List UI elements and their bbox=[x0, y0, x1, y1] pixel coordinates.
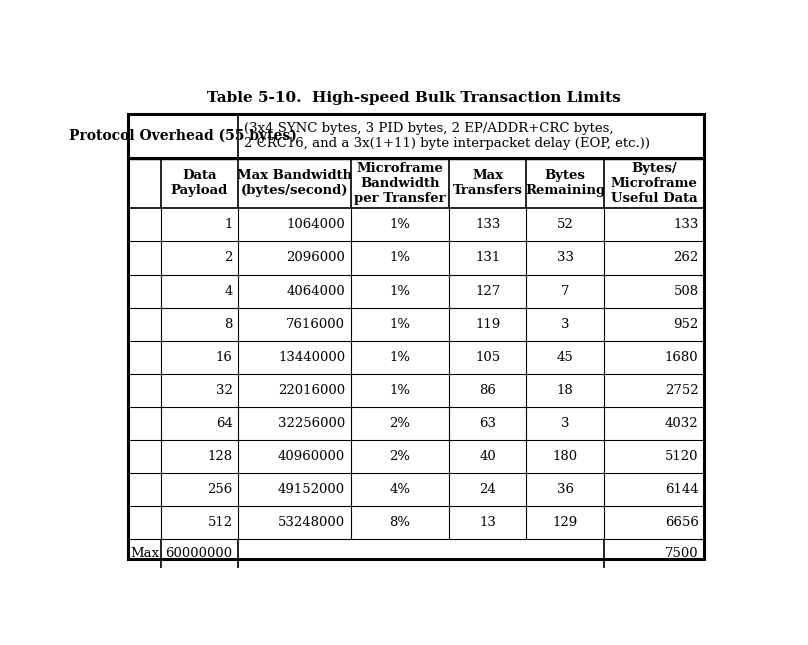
Text: Bytes/
Microframe
Useful Data: Bytes/ Microframe Useful Data bbox=[610, 162, 697, 204]
Text: 18: 18 bbox=[557, 384, 574, 397]
Text: 40960000: 40960000 bbox=[278, 450, 345, 463]
Text: Max
Transfers: Max Transfers bbox=[452, 169, 523, 197]
Text: 3: 3 bbox=[561, 318, 570, 331]
Text: 2: 2 bbox=[225, 252, 233, 264]
Text: 256: 256 bbox=[208, 483, 233, 496]
Text: 262: 262 bbox=[673, 252, 699, 264]
Text: 1680: 1680 bbox=[665, 351, 699, 364]
Text: 7500: 7500 bbox=[665, 547, 699, 560]
Text: 60000000: 60000000 bbox=[166, 547, 233, 560]
Text: 33: 33 bbox=[557, 252, 574, 264]
Text: 86: 86 bbox=[479, 384, 496, 397]
Text: 32256000: 32256000 bbox=[278, 417, 345, 430]
Text: 45: 45 bbox=[557, 351, 574, 364]
Text: 952: 952 bbox=[673, 318, 699, 331]
Text: 512: 512 bbox=[208, 517, 233, 530]
Text: 2752: 2752 bbox=[665, 384, 699, 397]
Text: 3: 3 bbox=[561, 417, 570, 430]
Text: 49152000: 49152000 bbox=[278, 483, 345, 496]
Text: (3x4 SYNC bytes, 3 PID bytes, 2 EP/ADDR+CRC bytes,
2 CRC16, and a 3x(1+11) byte : (3x4 SYNC bytes, 3 PID bytes, 2 EP/ADDR+… bbox=[244, 122, 650, 150]
Text: 180: 180 bbox=[553, 450, 578, 463]
Text: 13: 13 bbox=[479, 517, 496, 530]
Text: 133: 133 bbox=[475, 219, 500, 232]
Text: 4032: 4032 bbox=[665, 417, 699, 430]
Text: 5120: 5120 bbox=[665, 450, 699, 463]
Bar bbox=[128, 114, 704, 559]
Text: 13440000: 13440000 bbox=[278, 351, 345, 364]
Text: 105: 105 bbox=[475, 351, 500, 364]
Text: 1%: 1% bbox=[389, 284, 410, 297]
Text: 1%: 1% bbox=[389, 318, 410, 331]
Text: 2%: 2% bbox=[389, 450, 410, 463]
Text: 6656: 6656 bbox=[665, 517, 699, 530]
Text: 2096000: 2096000 bbox=[286, 252, 345, 264]
Text: 40: 40 bbox=[479, 450, 496, 463]
Text: 6144: 6144 bbox=[665, 483, 699, 496]
Text: Bytes
Remaining: Bytes Remaining bbox=[525, 169, 605, 197]
Text: 8%: 8% bbox=[389, 517, 410, 530]
Text: 8: 8 bbox=[225, 318, 233, 331]
Text: 53248000: 53248000 bbox=[278, 517, 345, 530]
Text: 1%: 1% bbox=[389, 219, 410, 232]
Text: Protocol Overhead (55 bytes): Protocol Overhead (55 bytes) bbox=[69, 129, 297, 143]
Text: 128: 128 bbox=[208, 450, 233, 463]
Text: 119: 119 bbox=[475, 318, 500, 331]
Text: 1: 1 bbox=[225, 219, 233, 232]
Text: 4: 4 bbox=[225, 284, 233, 297]
Text: 63: 63 bbox=[479, 417, 496, 430]
Text: 36: 36 bbox=[557, 483, 574, 496]
Text: Data
Payload: Data Payload bbox=[170, 169, 228, 197]
Text: Max: Max bbox=[130, 547, 159, 560]
Text: 2%: 2% bbox=[389, 417, 410, 430]
Text: 32: 32 bbox=[216, 384, 233, 397]
Text: 4%: 4% bbox=[389, 483, 410, 496]
Text: 1064000: 1064000 bbox=[286, 219, 345, 232]
Text: 16: 16 bbox=[216, 351, 233, 364]
Text: Table 5-10.  High-speed Bulk Transaction Limits: Table 5-10. High-speed Bulk Transaction … bbox=[207, 91, 621, 105]
Text: 133: 133 bbox=[673, 219, 699, 232]
Text: 64: 64 bbox=[216, 417, 233, 430]
Text: 131: 131 bbox=[475, 252, 500, 264]
Text: 127: 127 bbox=[475, 284, 500, 297]
Text: Microframe
Bandwidth
per Transfer: Microframe Bandwidth per Transfer bbox=[354, 162, 445, 204]
Text: 1%: 1% bbox=[389, 252, 410, 264]
Text: 1%: 1% bbox=[389, 351, 410, 364]
Text: 129: 129 bbox=[553, 517, 578, 530]
Text: 1%: 1% bbox=[389, 384, 410, 397]
Text: 22016000: 22016000 bbox=[278, 384, 345, 397]
Text: 24: 24 bbox=[479, 483, 496, 496]
Text: 508: 508 bbox=[673, 284, 699, 297]
Text: 7616000: 7616000 bbox=[286, 318, 345, 331]
Text: 52: 52 bbox=[557, 219, 574, 232]
Text: 7: 7 bbox=[561, 284, 570, 297]
Text: 4064000: 4064000 bbox=[286, 284, 345, 297]
Text: Max Bandwidth
(bytes/second): Max Bandwidth (bytes/second) bbox=[237, 169, 351, 197]
